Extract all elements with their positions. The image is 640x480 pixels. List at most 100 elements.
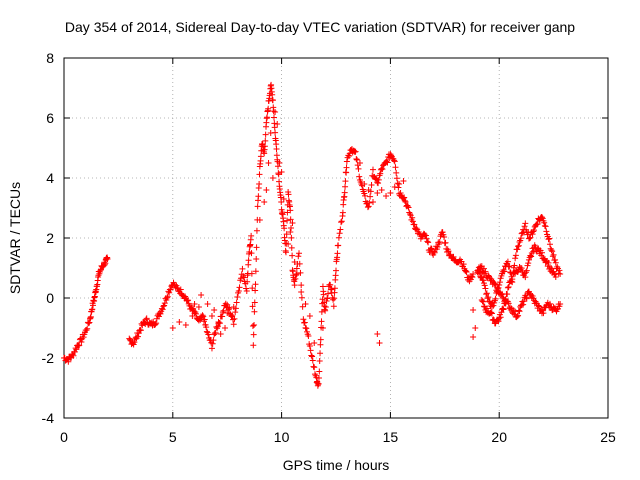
data-point bbox=[167, 286, 174, 293]
data-point bbox=[253, 227, 260, 234]
data-point bbox=[253, 244, 260, 251]
data-point bbox=[311, 364, 318, 371]
data-point bbox=[361, 181, 368, 187]
data-point bbox=[256, 180, 263, 187]
data-point bbox=[78, 339, 85, 346]
data-point bbox=[517, 235, 524, 242]
data-point bbox=[409, 218, 416, 225]
data-point bbox=[274, 121, 281, 127]
data-point bbox=[160, 303, 167, 310]
data-point bbox=[85, 320, 92, 327]
data-point bbox=[245, 257, 252, 264]
data-point bbox=[244, 278, 251, 285]
data-point bbox=[518, 302, 525, 309]
data-point bbox=[492, 295, 499, 302]
data-point bbox=[307, 347, 314, 354]
data-point bbox=[311, 340, 318, 346]
data-point bbox=[525, 260, 532, 267]
data-point bbox=[230, 304, 237, 310]
data-point bbox=[65, 358, 72, 365]
data-point bbox=[211, 331, 218, 338]
data-point bbox=[315, 380, 322, 387]
data-point bbox=[289, 220, 296, 226]
data-point bbox=[232, 309, 239, 316]
data-point bbox=[393, 175, 400, 182]
data-point bbox=[483, 291, 490, 298]
data-point bbox=[201, 316, 208, 323]
data-point bbox=[306, 313, 313, 319]
data-point bbox=[509, 276, 516, 283]
data-point bbox=[496, 279, 503, 286]
data-point bbox=[276, 160, 283, 166]
data-point bbox=[153, 320, 160, 327]
data-point bbox=[482, 285, 489, 292]
data-point bbox=[166, 289, 173, 296]
data-point bbox=[483, 305, 490, 312]
data-point bbox=[303, 325, 310, 332]
data-point bbox=[541, 222, 548, 229]
data-point bbox=[295, 253, 302, 260]
data-point bbox=[262, 131, 269, 138]
data-point bbox=[528, 249, 535, 256]
data-point bbox=[248, 232, 255, 239]
data-point bbox=[203, 328, 210, 335]
data-point bbox=[374, 190, 381, 196]
data-point bbox=[377, 166, 384, 173]
y-tick-label: 4 bbox=[46, 170, 54, 186]
data-point bbox=[515, 242, 522, 249]
data-point bbox=[269, 97, 276, 104]
data-point bbox=[306, 343, 313, 350]
data-point bbox=[214, 323, 221, 330]
data-point bbox=[104, 256, 111, 262]
data-point bbox=[425, 239, 432, 246]
data-point bbox=[193, 310, 200, 317]
data-point bbox=[302, 301, 309, 307]
data-point bbox=[377, 170, 384, 177]
data-point bbox=[319, 296, 326, 303]
data-point bbox=[395, 184, 402, 191]
data-point bbox=[552, 271, 559, 278]
data-point bbox=[251, 299, 258, 306]
data-point bbox=[526, 235, 533, 242]
data-point bbox=[542, 223, 549, 230]
data-point bbox=[394, 180, 401, 187]
data-point bbox=[83, 327, 90, 334]
data-point bbox=[406, 210, 413, 217]
data-point bbox=[205, 331, 212, 338]
data-point bbox=[391, 158, 398, 165]
data-point bbox=[327, 281, 334, 288]
data-point bbox=[298, 289, 305, 295]
data-point bbox=[505, 284, 512, 291]
y-tick-label: 8 bbox=[46, 50, 54, 66]
data-point bbox=[492, 281, 499, 288]
data-point bbox=[445, 248, 452, 255]
data-point bbox=[336, 230, 343, 237]
data-point bbox=[176, 319, 183, 325]
data-point bbox=[527, 252, 534, 259]
y-tick-label: -4 bbox=[42, 410, 55, 426]
data-point bbox=[490, 302, 497, 309]
data-point bbox=[174, 285, 181, 292]
data-point bbox=[540, 310, 547, 317]
data-point bbox=[317, 341, 324, 348]
data-point bbox=[262, 137, 269, 144]
data-point bbox=[523, 294, 530, 301]
data-point bbox=[338, 219, 345, 226]
data-point bbox=[278, 169, 285, 175]
data-point bbox=[427, 246, 434, 253]
data-point bbox=[157, 310, 164, 317]
data-point bbox=[287, 216, 294, 223]
data-point bbox=[378, 187, 385, 193]
data-point bbox=[300, 316, 307, 323]
data-point bbox=[506, 263, 513, 270]
data-point bbox=[251, 308, 258, 315]
data-point bbox=[523, 295, 530, 302]
data-point bbox=[462, 267, 469, 274]
data-point bbox=[528, 253, 535, 260]
data-point bbox=[163, 294, 170, 301]
data-point bbox=[396, 181, 403, 187]
data-point bbox=[278, 198, 285, 205]
data-point bbox=[487, 309, 494, 316]
data-point bbox=[549, 253, 556, 260]
data-point bbox=[488, 310, 495, 317]
